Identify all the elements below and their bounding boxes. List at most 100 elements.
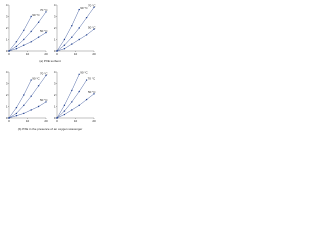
data-point xyxy=(63,38,66,41)
data-point xyxy=(30,95,32,97)
data-point xyxy=(23,38,25,41)
series-label: 50 °C xyxy=(88,25,96,29)
x-tick-label: 0 xyxy=(56,52,58,56)
data-point xyxy=(30,15,32,18)
data-point xyxy=(56,50,58,52)
data-point xyxy=(37,105,40,108)
page: {"chart_data": [ {"type": "line", "x": [… xyxy=(0,0,100,136)
data-point xyxy=(37,36,40,38)
y-tick-label: 3 xyxy=(6,81,8,85)
data-point xyxy=(71,109,73,111)
series-label: 50 °C xyxy=(88,90,96,94)
data-point xyxy=(63,44,66,46)
data-point xyxy=(78,90,80,93)
x-tick-label: 20 xyxy=(44,52,48,56)
series-label: 90 °C xyxy=(32,76,40,80)
series-label: 70 °C xyxy=(88,76,96,80)
data-point xyxy=(15,112,18,115)
y-tick-label: 2 xyxy=(6,93,8,97)
data-point xyxy=(30,30,32,33)
x-tick-label: 20 xyxy=(92,52,96,56)
y-tick-label: 0 xyxy=(6,49,8,53)
series-label: 50 °C xyxy=(40,29,48,33)
data-point xyxy=(78,8,80,11)
data-point xyxy=(93,93,95,95)
data-point xyxy=(71,25,73,27)
data-point xyxy=(56,117,58,119)
y-tick-label: 0 xyxy=(54,116,56,120)
y-tick-label: 1 xyxy=(6,104,8,108)
series-line xyxy=(8,79,32,119)
data-point xyxy=(30,79,32,81)
y-tick-label: 2 xyxy=(54,93,56,97)
data-point xyxy=(63,113,66,116)
data-point xyxy=(23,29,25,31)
data-point xyxy=(15,45,18,48)
data-point xyxy=(78,38,80,41)
y-tick-label: 0 xyxy=(54,49,56,53)
figure: (a) PXE sorbent (b) PXE in the presence … xyxy=(6,3,97,131)
x-tick-label: 10 xyxy=(26,119,30,123)
series-line xyxy=(8,75,47,119)
series-label: 70 °C xyxy=(40,8,48,12)
series-label: 50 °C xyxy=(40,98,48,102)
y-tick-label: 2 xyxy=(54,26,56,30)
series-line xyxy=(56,79,87,119)
series-line xyxy=(56,7,95,52)
data-point xyxy=(63,104,66,107)
y-tick-label: 1 xyxy=(54,104,56,108)
x-tick-label: 10 xyxy=(26,52,30,56)
series-line xyxy=(8,16,32,52)
data-point xyxy=(85,79,88,81)
y-tick-label: 1 xyxy=(6,37,8,41)
x-tick-label: 0 xyxy=(56,119,58,123)
series-line xyxy=(8,11,47,52)
data-point xyxy=(63,48,66,50)
x-tick-label: 0 xyxy=(8,119,10,123)
data-point xyxy=(23,104,25,107)
data-point xyxy=(37,21,40,23)
data-point xyxy=(71,89,73,92)
series-line xyxy=(56,9,80,52)
data-point xyxy=(15,106,18,109)
y-tick-label: 0 xyxy=(6,116,8,120)
x-tick-label: 20 xyxy=(44,119,48,123)
x-tick-label: 10 xyxy=(74,52,78,56)
data-point xyxy=(71,43,73,45)
series-line xyxy=(56,28,95,52)
data-point xyxy=(63,110,66,112)
y-tick-label: 3 xyxy=(54,14,56,18)
data-point xyxy=(15,48,18,50)
series-label: 90 °C xyxy=(32,13,40,17)
data-point xyxy=(30,109,32,111)
data-point xyxy=(15,41,18,43)
series-line xyxy=(8,101,47,119)
series-label: 70 °C xyxy=(40,72,48,76)
data-point xyxy=(45,11,47,13)
y-tick-label: 1 xyxy=(54,37,56,41)
data-point xyxy=(30,41,32,43)
series-label: 90 °C xyxy=(80,71,88,75)
x-tick-label: 10 xyxy=(74,119,78,123)
data-point xyxy=(23,44,25,46)
caption: (b) PXE in the presence of an oxygen sca… xyxy=(18,127,83,131)
data-point xyxy=(85,16,88,19)
data-point xyxy=(71,101,73,103)
y-tick-label: 4 xyxy=(6,3,8,7)
data-point xyxy=(8,117,10,119)
series-line xyxy=(56,93,95,119)
series-line xyxy=(56,74,80,119)
y-tick-label: 4 xyxy=(54,70,56,74)
x-tick-label: 0 xyxy=(8,52,10,56)
y-tick-label: 4 xyxy=(54,3,56,7)
data-point xyxy=(45,74,47,77)
y-tick-label: 3 xyxy=(54,81,56,85)
y-tick-label: 3 xyxy=(6,14,8,18)
caption: (a) PXE sorbent xyxy=(39,59,61,63)
data-point xyxy=(85,34,88,36)
data-point xyxy=(93,28,95,30)
data-point xyxy=(15,115,18,117)
data-point xyxy=(71,36,73,38)
data-point xyxy=(45,31,47,34)
data-point xyxy=(78,104,80,107)
